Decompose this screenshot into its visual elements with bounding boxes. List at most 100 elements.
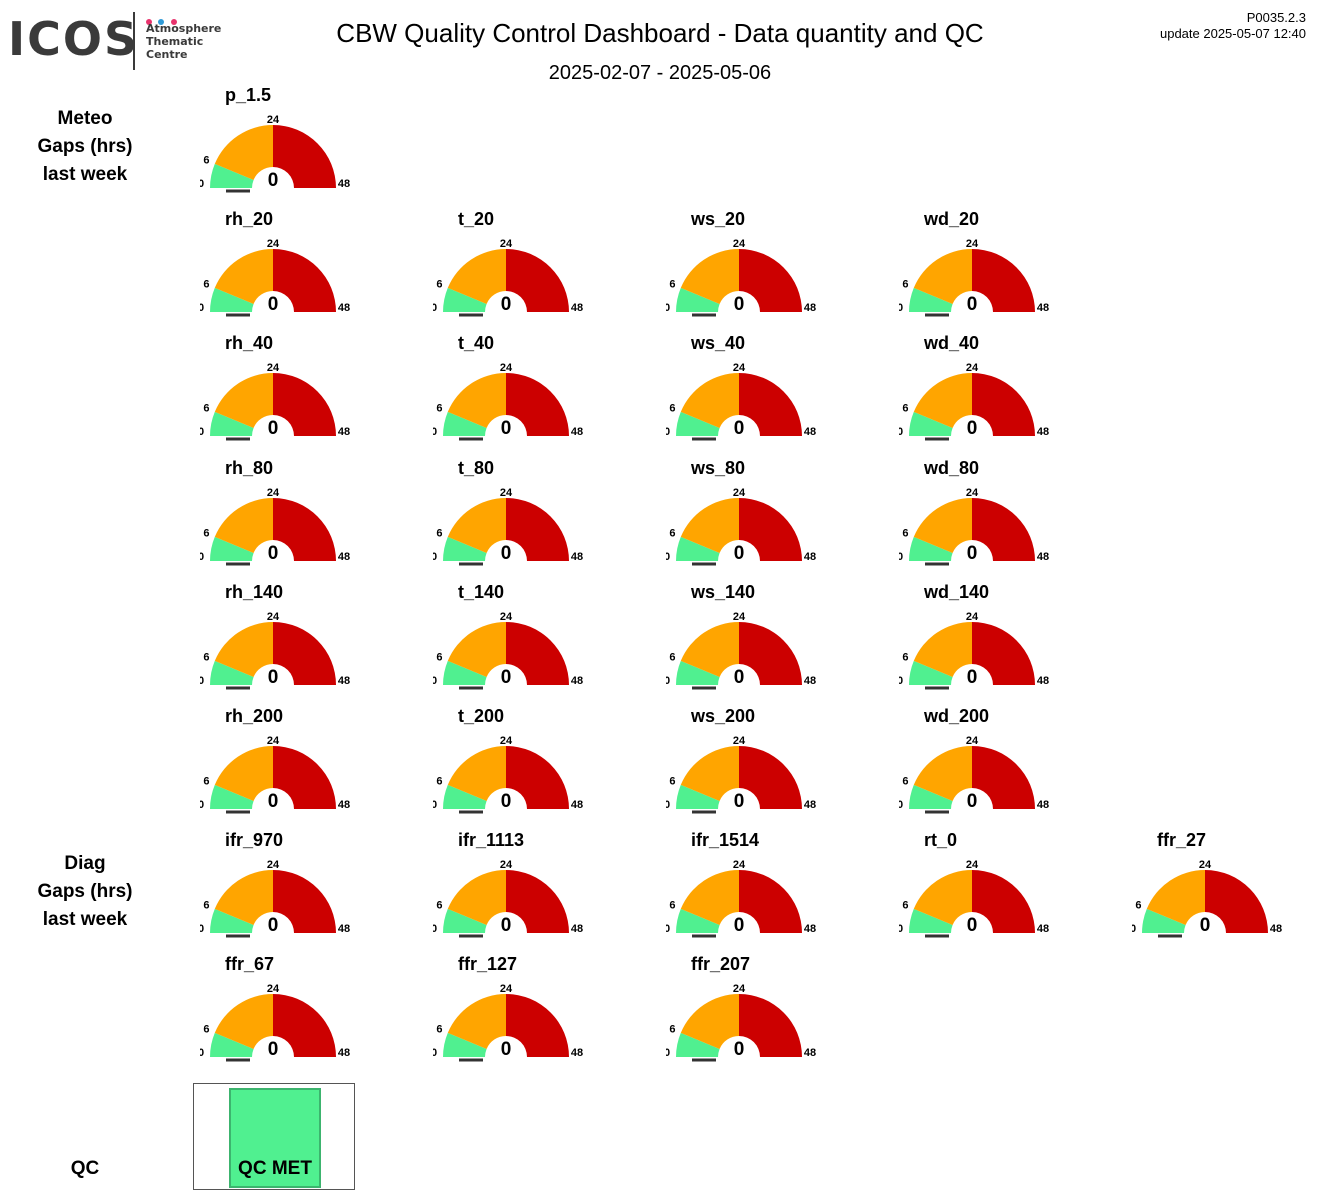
gauge-wd_140: 0 6 24 48 0 wd_140 xyxy=(899,582,1099,695)
gauge-svg: 0 6 24 48 0 xyxy=(200,487,350,566)
gauge-ifr_1113: 0 6 24 48 0 ifr_1113 xyxy=(433,830,633,943)
gauge-band xyxy=(680,498,739,553)
gauge-band xyxy=(676,287,720,312)
gauge-name: rh_140 xyxy=(225,582,284,602)
gauge-band xyxy=(214,994,273,1049)
gauge-band xyxy=(680,373,739,428)
gauge-value: 0 xyxy=(501,543,512,564)
gauge-tick-label: 6 xyxy=(203,1023,209,1035)
gauge-ws_140: 0 6 24 48 0 ws_140 xyxy=(666,582,866,695)
gauge-ws_20: 0 6 24 48 0 ws_20 xyxy=(666,209,866,322)
gauge-value: 0 xyxy=(734,1039,745,1060)
gauge-tick-label: 6 xyxy=(436,527,442,539)
gauge-tick-label: 24 xyxy=(966,487,979,499)
gauge-band xyxy=(972,373,1035,436)
gauge-tick-label: 6 xyxy=(1135,899,1141,911)
gauge-tick-label: 0 xyxy=(666,426,670,438)
gauge-tick-label: 24 xyxy=(500,983,513,995)
gauge-band xyxy=(214,498,273,553)
gauge-tick-label: 0 xyxy=(433,1047,437,1059)
gauge-ifr_970: 0 6 24 48 0 ifr_970 xyxy=(200,830,400,943)
gauge-name: t_200 xyxy=(458,706,505,726)
gauge-band xyxy=(913,498,972,553)
gauge-tick-label: 48 xyxy=(804,675,816,687)
gauge-svg: 0 6 24 48 0 xyxy=(666,983,816,1062)
gauge-svg: 0 6 24 48 0 xyxy=(200,114,350,193)
gauge-tick-label: 6 xyxy=(436,899,442,911)
gauge-wd_20: 0 6 24 48 0 wd_20 xyxy=(899,209,1099,322)
gauge-band xyxy=(1205,870,1268,933)
gauge-band xyxy=(1142,908,1186,933)
gauge-value: 0 xyxy=(967,915,978,936)
gauge-value: 0 xyxy=(268,418,279,439)
qc-status-box: QC MET xyxy=(193,1083,355,1190)
gauge-tick-label: 6 xyxy=(436,1023,442,1035)
logo-dot xyxy=(158,19,165,25)
gauge-tick-label: 6 xyxy=(436,651,442,663)
gauge-value: 0 xyxy=(501,915,512,936)
gauge-ws_80: 0 6 24 48 0 ws_80 xyxy=(666,458,866,571)
gauge-name: rh_40 xyxy=(225,333,274,353)
gauge-band xyxy=(214,746,273,801)
version-info: P0035.2.3 update 2025-05-07 12:40 xyxy=(1160,10,1306,42)
gauge-tick-label: 6 xyxy=(902,402,908,414)
gauge-tick-label: 6 xyxy=(669,278,675,290)
gauge-value: 0 xyxy=(734,915,745,936)
gauge-band xyxy=(913,746,972,801)
gauge-band xyxy=(210,784,254,809)
gauge-name: rt_0 xyxy=(924,830,958,850)
diag-section-label: Diag Gaps (hrs) last week xyxy=(10,850,160,934)
gauge-name: wd_20 xyxy=(924,209,980,229)
gauge-value: 0 xyxy=(501,791,512,812)
gauge-band xyxy=(506,373,569,436)
gauge-tick-label: 24 xyxy=(267,983,280,995)
gauge-band xyxy=(447,746,506,801)
gauge-tick-label: 24 xyxy=(966,238,979,250)
gauge-band xyxy=(447,498,506,553)
gauge-t_140: 0 6 24 48 0 t_140 xyxy=(433,582,633,695)
gauge-value: 0 xyxy=(268,1039,279,1060)
gauge-band xyxy=(909,784,953,809)
gauge-name: ifr_1514 xyxy=(691,830,760,850)
gauge-tick-label: 6 xyxy=(203,402,209,414)
gauge-tick-label: 6 xyxy=(669,899,675,911)
gauge-tick-label: 0 xyxy=(200,178,204,190)
gauge-value: 0 xyxy=(734,418,745,439)
gauge-tick-label: 0 xyxy=(433,551,437,563)
gauge-tick-label: 0 xyxy=(666,302,670,314)
gauge-ws_40: 0 6 24 48 0 ws_40 xyxy=(666,333,866,446)
section-label-line: Gaps (hrs) xyxy=(37,136,133,157)
gauge-tick-label: 0 xyxy=(433,923,437,935)
gauge-tick-label: 48 xyxy=(804,923,816,935)
gauge-ffr_207: 0 6 24 48 0 ffr_207 xyxy=(666,954,866,1067)
gauge-tick-label: 24 xyxy=(733,487,746,499)
gauge-name: ws_200 xyxy=(691,706,756,726)
gauge-value: 0 xyxy=(967,294,978,315)
gauge-tick-label: 24 xyxy=(966,859,979,871)
gauge-svg: 0 6 24 48 0 xyxy=(899,735,1049,814)
gauge-value: 0 xyxy=(734,791,745,812)
gauge-band xyxy=(680,622,739,677)
gauge-tick-label: 0 xyxy=(666,799,670,811)
gauge-band xyxy=(1146,870,1205,925)
gauge-band xyxy=(443,411,487,436)
gauge-tick-label: 24 xyxy=(966,362,979,374)
gauge-tick-label: 48 xyxy=(1037,302,1049,314)
gauge-tick-label: 48 xyxy=(338,799,350,811)
gauge-tick-label: 0 xyxy=(200,799,204,811)
gauge-tick-label: 6 xyxy=(203,278,209,290)
gauge-p_1.5: 0 6 24 48 0 p_1.5 xyxy=(200,85,400,198)
gauge-tick-label: 24 xyxy=(500,487,513,499)
gauge-tick-label: 48 xyxy=(1037,426,1049,438)
gauge-name: ffr_27 xyxy=(1157,830,1207,850)
gauge-svg: 0 6 24 48 0 xyxy=(899,487,1049,566)
gauge-tick-label: 6 xyxy=(669,775,675,787)
gauge-tick-label: 0 xyxy=(899,426,903,438)
section-label-line: QC xyxy=(70,1158,100,1179)
gauge-ws_200: 0 6 24 48 0 ws_200 xyxy=(666,706,866,819)
gauge-tick-label: 0 xyxy=(433,675,437,687)
gauge-tick-label: 48 xyxy=(338,302,350,314)
gauge-name: p_1.5 xyxy=(225,85,272,105)
gauge-tick-label: 24 xyxy=(267,611,280,623)
gauge-tick-label: 0 xyxy=(433,426,437,438)
